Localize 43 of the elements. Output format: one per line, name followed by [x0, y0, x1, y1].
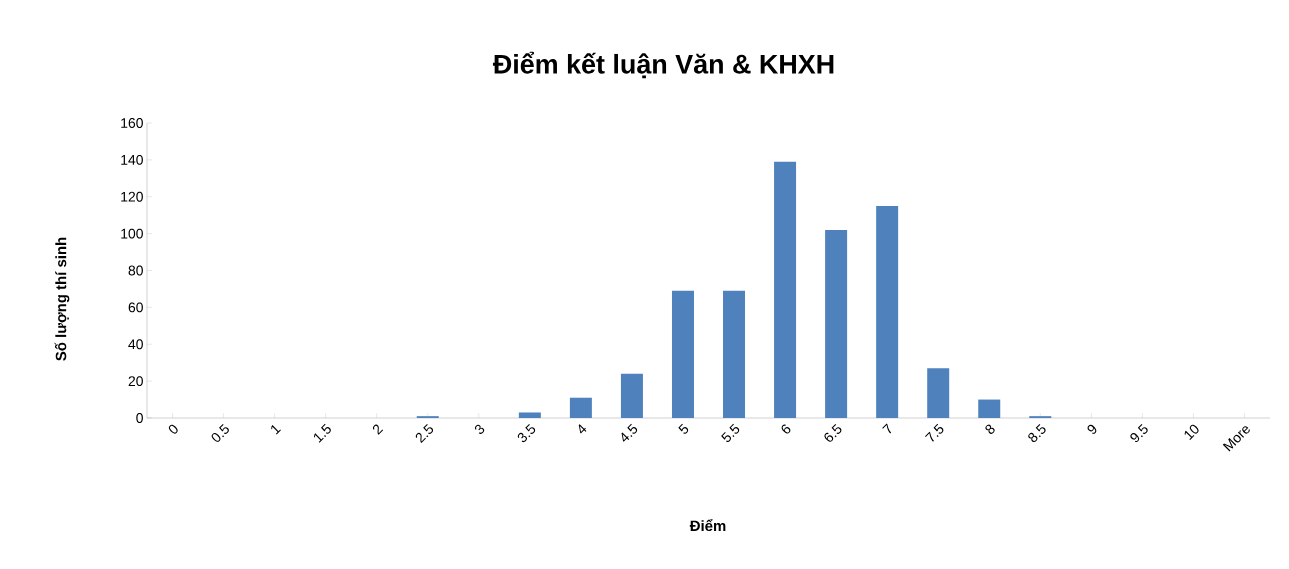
- bar: [569, 397, 592, 418]
- y-tick-label: 160: [121, 118, 143, 128]
- chart-title: Điểm kết luận Văn & KHXH: [492, 51, 834, 79]
- x-tick-label: 7: [882, 423, 892, 434]
- x-tick-label: 5: [678, 423, 689, 434]
- x-tick-label: 0: [168, 424, 178, 434]
- bar: [671, 290, 694, 418]
- bar: [825, 229, 848, 418]
- x-tick-label: 2: [372, 424, 384, 435]
- y-tick-label: 100: [121, 228, 143, 239]
- bar: [927, 368, 950, 418]
- bar: [620, 373, 643, 418]
- x-tick-label: 0.5: [211, 423, 229, 442]
- y-tick-label: 0: [136, 413, 143, 423]
- x-tick-label: 10: [1184, 424, 1199, 441]
- x-tick-label: 4.5: [621, 423, 638, 442]
- x-tick-label: 7.5: [925, 423, 944, 442]
- y-tick-label: 80: [128, 265, 143, 276]
- x-tick-label: 3.5: [517, 423, 536, 443]
- y-tick-label: 20: [128, 376, 143, 387]
- bar: [518, 412, 541, 418]
- x-tick-label: 3: [474, 424, 485, 434]
- x-tick-label: 1.5: [314, 423, 331, 443]
- y-axis-title: Số lượng thí sinh: [54, 237, 70, 361]
- x-tick-label: 9: [1087, 424, 1097, 434]
- x-tick-label: 2.5: [415, 423, 434, 444]
- x-tick-label: 5.5: [721, 423, 740, 443]
- x-tick-label: 8.5: [1028, 423, 1046, 443]
- y-tick-label: 40: [128, 339, 143, 350]
- y-tick-label: 60: [128, 302, 143, 313]
- bar: [978, 399, 1001, 418]
- x-tick-label: 6: [781, 424, 791, 434]
- y-tick-label: 140: [121, 154, 143, 165]
- x-tick-label: 4: [578, 424, 587, 434]
- bar: [876, 205, 899, 418]
- x-tick-label: 9.5: [1130, 423, 1148, 443]
- x-tick-label: 6.5: [824, 423, 842, 442]
- bar: [774, 161, 797, 418]
- x-tick-label: 8: [985, 424, 995, 434]
- x-tick-label: 1: [271, 425, 281, 435]
- x-axis-title: Điểm: [689, 518, 726, 532]
- bar: [723, 290, 746, 418]
- y-tick-label: 120: [121, 191, 143, 202]
